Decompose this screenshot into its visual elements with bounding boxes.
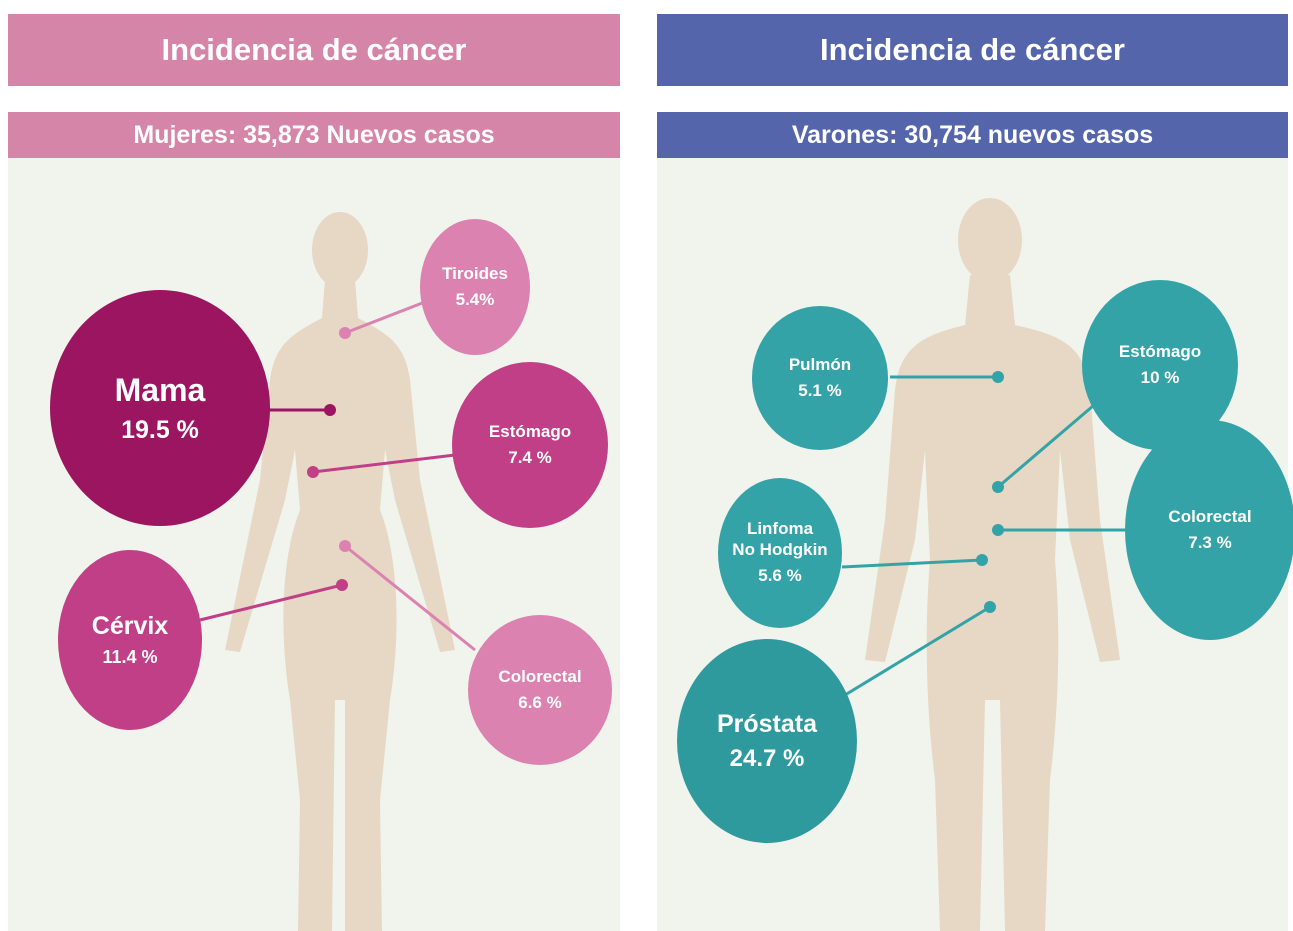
organ-dot (339, 540, 351, 552)
organ-dot (992, 481, 1004, 493)
organ-value: 5.6 % (758, 566, 801, 586)
organ-value: 7.4 % (508, 448, 551, 468)
organ-value: 19.5 % (121, 415, 199, 445)
organ-name: Cérvix (92, 611, 168, 641)
page: Incidencia de cáncer Mujeres: 35,873 Nue… (0, 0, 1293, 931)
bubble: Colorectal 7.3 % (1125, 420, 1293, 640)
female-body (225, 212, 455, 931)
bubble: Cérvix 11.4 % (58, 550, 202, 730)
organ-name: Linfoma No Hodgkin (732, 519, 827, 560)
organ-name: Estómago (489, 422, 571, 442)
organ-value: 10 % (1141, 368, 1180, 388)
organ-value: 5.4% (456, 290, 495, 310)
bubble: Estómago 7.4 % (452, 362, 608, 528)
organ-name: Estómago (1119, 342, 1201, 362)
bubble: Linfoma No Hodgkin 5.6 % (718, 478, 842, 628)
bubble: Colorectal 6.6 % (468, 615, 612, 765)
bubble: Pulmón 5.1 % (752, 306, 888, 450)
organ-dot (307, 466, 319, 478)
organ-dot (992, 371, 1004, 383)
organ-name: Colorectal (498, 667, 581, 687)
organ-dot (992, 524, 1004, 536)
bubble: Tiroides 5.4% (420, 219, 530, 355)
organ-name: Pulmón (789, 355, 851, 375)
organ-name: Colorectal (1168, 507, 1251, 527)
bubble: Mama 19.5 % (50, 290, 270, 526)
organ-value: 7.3 % (1188, 533, 1231, 553)
organ-value: 24.7 % (730, 745, 805, 774)
organ-dot (984, 601, 996, 613)
organ-name: Tiroides (442, 264, 508, 284)
organ-name: Mama (115, 371, 206, 409)
organ-dot (324, 404, 336, 416)
organ-name: Próstata (717, 709, 817, 739)
organ-value: 5.1 % (798, 381, 841, 401)
bubble: Próstata 24.7 % (677, 639, 857, 843)
organ-value: 11.4 % (102, 647, 157, 669)
organ-dot (976, 554, 988, 566)
organ-value: 6.6 % (518, 693, 561, 713)
organ-dot (339, 327, 351, 339)
organ-dot (336, 579, 348, 591)
